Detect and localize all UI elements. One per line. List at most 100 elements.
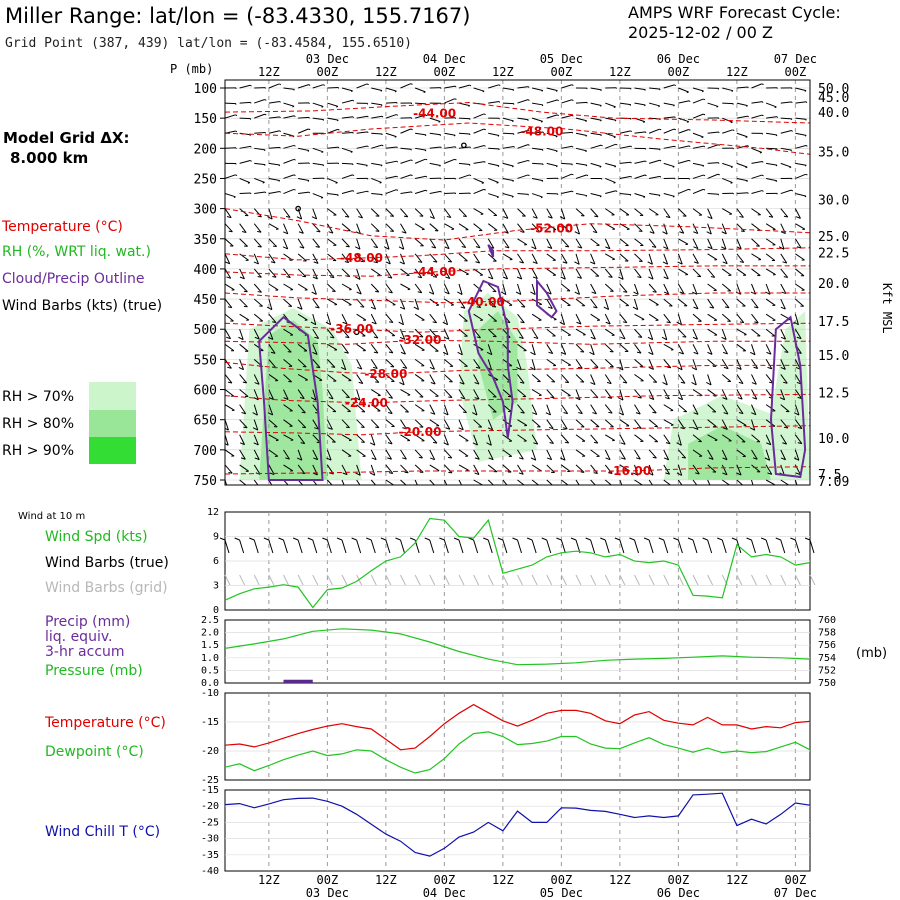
wind-barb	[268, 313, 277, 323]
wind-barb-flag	[696, 488, 700, 489]
right-tick-label: 758	[818, 628, 836, 639]
wind10-barb-true-flag	[687, 537, 694, 541]
wind-barb-flag	[574, 261, 580, 265]
wind-barb	[429, 238, 437, 249]
wind-barb	[721, 223, 727, 235]
wind-barb	[283, 87, 295, 90]
wind10-barb-grid	[546, 574, 553, 586]
y-tick-label: -30	[201, 834, 219, 845]
wind-barb	[721, 344, 728, 355]
wind-barb	[736, 86, 748, 89]
wind-barb-flag	[402, 427, 407, 430]
wind10-barb-true	[634, 539, 639, 554]
wind-barb	[736, 313, 745, 323]
wind-barb	[604, 343, 614, 353]
wind-barb	[707, 268, 716, 278]
wind-barb	[443, 434, 449, 446]
wind-barb-flag	[746, 105, 748, 107]
temperature-contour-label: -24.00	[345, 396, 388, 410]
wind-barb-flag	[358, 381, 363, 385]
wind-barb	[721, 449, 728, 460]
wind-barb	[312, 419, 319, 430]
wind-barb	[809, 284, 810, 286]
wind-barb-flag	[375, 488, 379, 489]
wind-barb	[590, 419, 600, 428]
wind-barb-flag	[254, 382, 260, 385]
wind-barb	[415, 147, 427, 151]
wind-barb	[283, 208, 291, 218]
wind-barb-flag	[438, 121, 441, 123]
wind-barb	[488, 132, 500, 136]
wind10-barb-true	[385, 539, 391, 554]
wind-barb-flag	[615, 143, 618, 146]
cross-section-panel: -44.00-48.00-52.00-48.00-44.00-40.00-36.…	[224, 79, 816, 489]
wind-barb-flag	[519, 336, 524, 340]
wind-barb	[809, 480, 810, 481]
wind-barb	[385, 389, 393, 399]
wind-barb-flag	[375, 381, 379, 383]
wind-barb-flag	[399, 336, 405, 340]
wind-barb-flag	[630, 162, 632, 164]
wind-barb	[370, 268, 381, 276]
wind-barb-flag	[512, 89, 515, 92]
wind-barb	[722, 117, 733, 123]
wind10-barb-true	[224, 539, 230, 554]
wind-barb	[634, 174, 646, 179]
wind-barb	[458, 162, 470, 166]
top-date-label: 05 Dec	[540, 52, 583, 66]
wind-barb	[268, 374, 279, 382]
wind-barb	[692, 208, 703, 216]
wind10-barb-grid	[736, 574, 743, 586]
wind-barb-flag	[564, 441, 569, 444]
wind-barb	[400, 191, 412, 195]
wind-barb-flag	[574, 231, 580, 235]
wind-barb-flag	[239, 442, 245, 446]
wind-barb	[575, 208, 585, 217]
wind10-barb-true-flag	[424, 537, 430, 541]
wind-barb	[327, 128, 338, 134]
wind-barb-flag	[468, 105, 470, 107]
wind-barb-flag	[325, 321, 331, 326]
wind-barb-flag	[691, 382, 697, 386]
wind-barb	[253, 238, 262, 248]
wind-barb	[766, 132, 778, 136]
wind-barb-flag	[663, 246, 669, 250]
wind-barb-flag	[345, 426, 350, 429]
wind-barb-flag	[540, 196, 543, 199]
wind-barb	[531, 464, 542, 472]
wind-barb-flag	[651, 488, 655, 489]
wind-barb-flag	[681, 488, 685, 489]
wind-barb-flag	[268, 397, 274, 400]
wind-barb	[268, 223, 279, 230]
wind-barb-flag	[286, 276, 291, 278]
wind-barb	[561, 328, 571, 336]
wind-barb-flag	[703, 145, 706, 148]
wind-barb-flag	[594, 366, 599, 368]
wind-barb	[458, 358, 468, 367]
wind10-barb-grid	[224, 574, 231, 586]
wind-barb-flag	[410, 83, 413, 85]
wind-barb	[488, 162, 500, 167]
wind-barb	[444, 358, 454, 367]
wind-barb	[604, 298, 610, 310]
wind-barb-flag	[373, 261, 378, 264]
wind-barb	[225, 464, 233, 474]
wind-barb	[385, 268, 393, 279]
wind-barb	[429, 117, 441, 123]
wind-barb-flag	[653, 381, 657, 383]
wind-barb-flag	[623, 291, 628, 293]
wind-barb-flag	[774, 106, 777, 109]
wind-barb	[473, 343, 484, 351]
wind-barb	[619, 449, 626, 460]
wind-barb-flag	[644, 89, 646, 91]
wind-barb-flag	[780, 336, 786, 340]
wind-barb	[765, 359, 773, 370]
kft-tick-label: 50.0	[818, 82, 849, 97]
wind-barb	[297, 464, 306, 474]
wind-barb	[312, 389, 317, 401]
wind-barb	[370, 328, 379, 339]
wind10-barb-true	[707, 539, 713, 554]
wind-barb-flag	[812, 382, 816, 383]
wind-barb	[239, 464, 249, 472]
